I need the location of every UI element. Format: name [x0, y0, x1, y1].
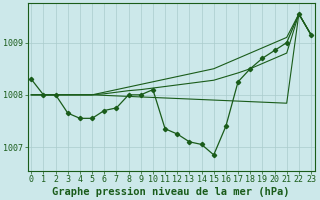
- X-axis label: Graphe pression niveau de la mer (hPa): Graphe pression niveau de la mer (hPa): [52, 186, 290, 197]
